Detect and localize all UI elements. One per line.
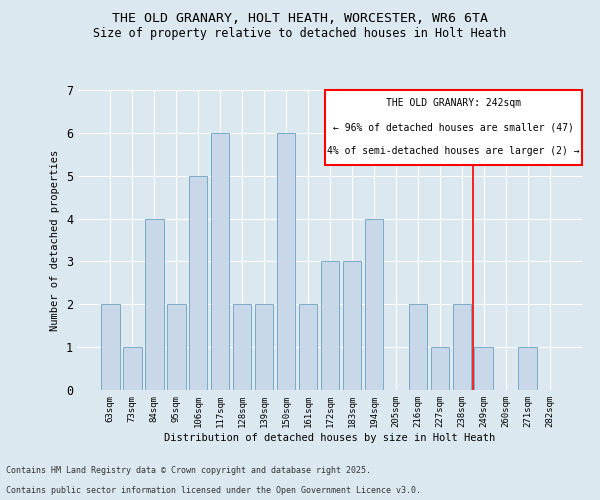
Bar — [320, 262, 340, 390]
Bar — [255, 304, 274, 390]
Bar — [145, 218, 164, 390]
Text: Contains public sector information licensed under the Open Government Licence v3: Contains public sector information licen… — [6, 486, 421, 495]
Text: ← 96% of detached houses are smaller (47): ← 96% of detached houses are smaller (47… — [333, 122, 574, 132]
FancyBboxPatch shape — [325, 90, 582, 165]
Bar — [409, 304, 427, 390]
Bar — [452, 304, 471, 390]
Text: Contains HM Land Registry data © Crown copyright and database right 2025.: Contains HM Land Registry data © Crown c… — [6, 466, 371, 475]
Bar — [277, 133, 295, 390]
Bar — [233, 304, 251, 390]
Bar — [211, 133, 229, 390]
Bar — [518, 347, 537, 390]
Text: THE OLD GRANARY: 242sqm: THE OLD GRANARY: 242sqm — [386, 98, 521, 108]
Text: THE OLD GRANARY, HOLT HEATH, WORCESTER, WR6 6TA: THE OLD GRANARY, HOLT HEATH, WORCESTER, … — [112, 12, 488, 26]
Bar — [189, 176, 208, 390]
Bar — [123, 347, 142, 390]
Bar — [167, 304, 185, 390]
Y-axis label: Number of detached properties: Number of detached properties — [50, 150, 61, 330]
Bar — [475, 347, 493, 390]
Bar — [365, 218, 383, 390]
Bar — [299, 304, 317, 390]
Bar — [101, 304, 119, 390]
Text: 4% of semi-detached houses are larger (2) →: 4% of semi-detached houses are larger (2… — [327, 146, 580, 156]
Text: Size of property relative to detached houses in Holt Heath: Size of property relative to detached ho… — [94, 28, 506, 40]
X-axis label: Distribution of detached houses by size in Holt Heath: Distribution of detached houses by size … — [164, 432, 496, 442]
Bar — [343, 262, 361, 390]
Bar — [431, 347, 449, 390]
